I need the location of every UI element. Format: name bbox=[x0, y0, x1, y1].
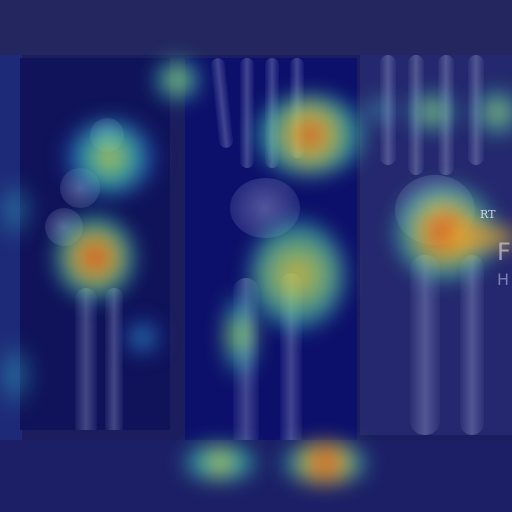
carpal-bone bbox=[395, 175, 475, 245]
ulna-bone bbox=[280, 273, 302, 440]
metacarpal-bone bbox=[240, 58, 254, 168]
xray-panel-middle bbox=[185, 58, 357, 440]
bottom-band bbox=[0, 440, 512, 512]
metacarpal-bone bbox=[290, 58, 304, 158]
metacarpal-bone bbox=[265, 58, 279, 168]
metacarpal-bone bbox=[468, 55, 484, 165]
carpal-bone bbox=[60, 168, 100, 208]
carpal-bone bbox=[230, 178, 300, 238]
metacarpal-bone bbox=[438, 55, 454, 175]
top-band bbox=[0, 0, 512, 55]
metacarpal-bone bbox=[408, 55, 424, 175]
ulna-bone bbox=[105, 288, 123, 430]
carpal-bone bbox=[90, 118, 124, 152]
left-strip bbox=[0, 55, 22, 440]
side-marker-label: RT bbox=[480, 208, 496, 221]
metacarpal-bone bbox=[210, 58, 234, 149]
ulna-bone bbox=[460, 255, 484, 435]
metacarpal-bone bbox=[380, 55, 396, 165]
radius-bone bbox=[233, 278, 259, 440]
xray-panel-right bbox=[360, 55, 512, 435]
radius-bone bbox=[75, 288, 97, 430]
partial-marker-letter: H bbox=[497, 270, 510, 289]
xray-panel-left bbox=[20, 58, 170, 430]
partial-marker-letter: F bbox=[497, 238, 511, 266]
carpal-bone bbox=[45, 208, 83, 246]
radius-bone bbox=[410, 255, 440, 435]
